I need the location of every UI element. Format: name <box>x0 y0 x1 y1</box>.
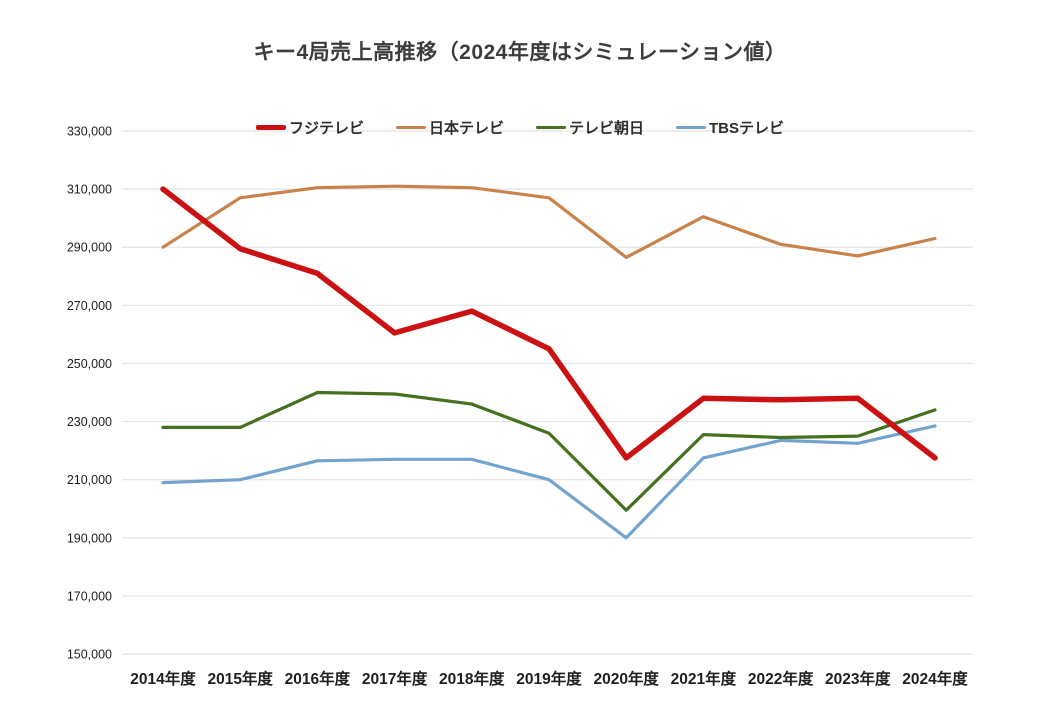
y-tick-label: 270,000 <box>67 299 112 313</box>
legend-line-swatch <box>395 125 426 130</box>
legend-line-swatch <box>536 125 566 130</box>
series-line <box>161 424 937 540</box>
legend-label: 日本テレビ <box>428 120 504 137</box>
legend-label: テレビ朝日 <box>569 120 645 137</box>
x-tick-label: 2023年度 <box>825 669 891 688</box>
y-tick-label: 290,000 <box>67 241 112 255</box>
y-tick-label: 170,000 <box>67 589 112 603</box>
y-tick-label: 210,000 <box>67 473 112 487</box>
legend-item: TBSテレビ <box>676 117 784 138</box>
legend-item: フジテレビ <box>255 117 364 138</box>
legend: フジテレビ 日本テレビ テレビ朝日 TBSテレビ <box>0 117 1040 138</box>
x-tick-label: 2016年度 <box>285 669 351 688</box>
series-line <box>161 390 937 512</box>
legend-label: フジテレビ <box>288 120 364 137</box>
x-tick-label: 2020年度 <box>593 669 659 688</box>
y-tick-label: 150,000 <box>67 648 112 662</box>
x-tick-label: 2022年度 <box>748 669 814 688</box>
series-line <box>160 186 938 461</box>
x-tick-label: 2015年度 <box>207 669 273 688</box>
y-tick-label: 250,000 <box>67 357 112 371</box>
x-tick-label: 2024年度 <box>902 669 968 688</box>
y-tick-label: 190,000 <box>67 531 112 545</box>
x-tick-label: 2021年度 <box>671 669 737 688</box>
x-tick-label: 2014年度 <box>130 669 196 688</box>
legend-line-swatch <box>255 124 286 131</box>
legend-line-swatch <box>676 125 707 130</box>
x-tick-label: 2017年度 <box>362 669 428 688</box>
legend-item: 日本テレビ <box>395 117 504 138</box>
y-tick-label: 310,000 <box>67 183 112 197</box>
chart-title: キー4局売上高推移（2024年度はシミュレーション値） <box>253 41 787 64</box>
y-tick-label: 230,000 <box>67 415 112 429</box>
series-line <box>161 184 937 259</box>
x-tick-label: 2018年度 <box>439 669 505 688</box>
x-tick-label: 2019年度 <box>516 669 582 688</box>
legend-item: テレビ朝日 <box>536 117 644 138</box>
legend-label: TBSテレビ <box>709 120 785 137</box>
y-tick-label: 330,000 <box>67 125 112 139</box>
